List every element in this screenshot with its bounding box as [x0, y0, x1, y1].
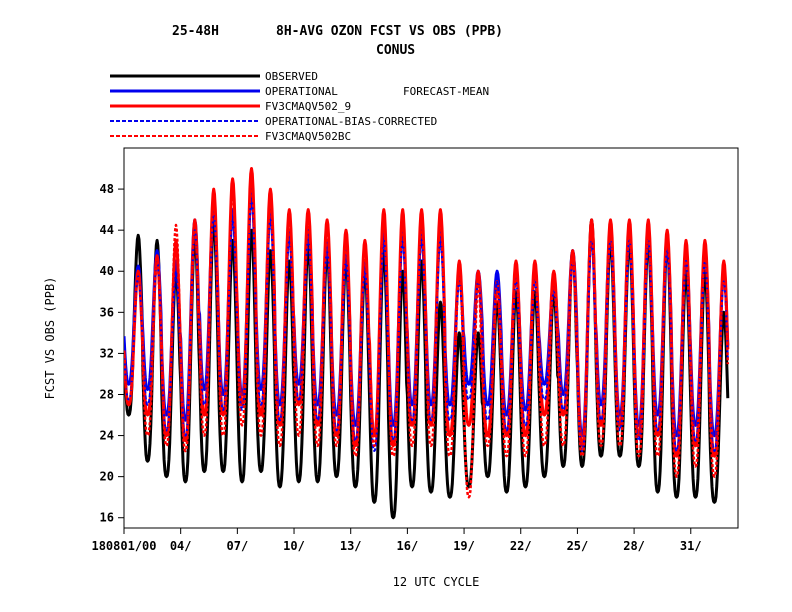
title-left: 25-48H: [172, 24, 219, 39]
x-tick-label: 04/: [170, 539, 192, 553]
x-tick-label: 180801/00: [91, 539, 156, 553]
x-tick-label: 31/: [680, 539, 702, 553]
y-tick-label: 24: [100, 429, 114, 443]
series-layer: [124, 167, 730, 520]
y-tick-label: 20: [100, 470, 114, 484]
x-tick-label: 16/: [397, 539, 419, 553]
x-axis-title: 12 UTC CYCLE: [393, 575, 480, 589]
x-tick-label: 10/: [283, 539, 305, 553]
legend-label-observed: OBSERVED: [265, 70, 318, 83]
x-tick-label: 22/: [510, 539, 532, 553]
x-tick-label: 07/: [227, 539, 249, 553]
title-region: CONUS: [376, 43, 415, 58]
x-tick-label: 28/: [623, 539, 645, 553]
legend-label-fv3: FV3CMAQV502_9: [265, 100, 351, 113]
y-tick-label: 28: [100, 387, 114, 401]
legend-label-forecast-mean: FORECAST-MEAN: [403, 85, 489, 98]
y-tick-label: 40: [100, 264, 114, 278]
legend: OBSERVED OPERATIONAL FORECAST-MEAN FV3CM…: [110, 70, 489, 143]
y-axis: 16 20 24 28 32 36 40 44 48: [100, 182, 124, 525]
x-axis: 180801/00 04/07/10/13/16/19/22/25/28/31/: [91, 528, 702, 553]
x-tick-label: 25/: [567, 539, 589, 553]
y-tick-label: 36: [100, 305, 114, 319]
x-tick-label: 13/: [340, 539, 362, 553]
y-tick-label: 16: [100, 511, 114, 525]
series-fv3-bias-corrected: [124, 177, 730, 499]
y-tick-label: 32: [100, 346, 114, 360]
legend-label-operational: OPERATIONAL: [265, 85, 338, 98]
x-tick-label: 19/: [453, 539, 475, 553]
legend-label-fv3-bc: FV3CMAQV502BC: [265, 130, 351, 143]
y-tick-label: 44: [100, 223, 114, 237]
title-right: 8H-AVG OZON FCST VS OBS (PPB): [276, 24, 503, 39]
y-tick-label: 48: [100, 182, 114, 196]
y-axis-title: FCST VS OBS (PPB): [43, 277, 57, 400]
legend-label-op-bc: OPERATIONAL-BIAS-CORRECTED: [265, 115, 437, 128]
